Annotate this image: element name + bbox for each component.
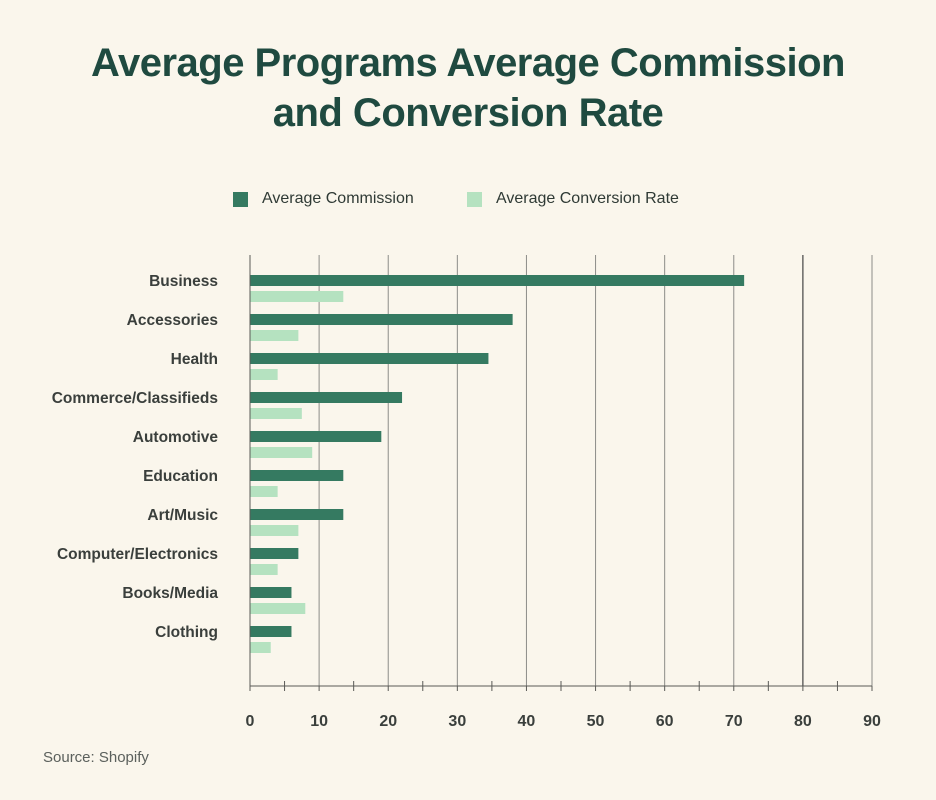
bar-commission-6 [250,509,344,520]
category-label-5: Education [143,468,218,485]
source-note: Source: Shopify [43,749,149,766]
bar-conversion-3 [250,408,302,419]
category-label-2: Health [171,351,218,368]
category-label-6: Art/Music [147,507,218,524]
x-tick-label-10: 10 [310,713,328,730]
x-tick-label-20: 20 [379,713,397,730]
legend-swatch-commission [233,191,248,207]
legend-label-conversion: Average Conversion Rate [496,190,679,207]
x-tick-label-70: 70 [725,713,743,730]
category-label-1: Accessories [127,312,218,329]
legend-swatch-conversion [467,191,482,207]
category-label-4: Automotive [133,429,219,446]
bar-commission-9 [250,626,292,637]
x-tick-label-30: 30 [448,713,466,730]
bar-commission-2 [250,353,489,364]
legend-item-commission: Average Commission [233,190,414,208]
bar-commission-0 [250,275,745,286]
x-tick-label-90: 90 [863,713,881,730]
bar-commission-5 [250,470,344,481]
x-tick-label-80: 80 [794,713,812,730]
x-tick-label-60: 60 [656,713,674,730]
x-tick-label-50: 50 [587,713,605,730]
bar-conversion-5 [250,486,278,497]
chart-legend: Average Commission Average Conversion Ra… [0,190,936,212]
category-label-8: Books/Media [122,585,218,602]
category-label-0: Business [149,273,218,290]
category-label-9: Clothing [155,624,218,641]
x-tick-label-40: 40 [518,713,536,730]
legend-label-commission: Average Commission [262,190,414,207]
bar-conversion-8 [250,603,306,614]
bar-conversion-0 [250,291,344,302]
legend-item-conversion: Average Conversion Rate [467,190,679,208]
bar-commission-8 [250,587,292,598]
chart-title-line-2: and Conversion Rate [272,91,664,135]
bar-conversion-9 [250,642,271,653]
bar-conversion-2 [250,369,278,380]
bar-commission-7 [250,548,299,559]
bar-commission-4 [250,431,382,442]
bar-commission-1 [250,314,513,325]
bar-conversion-6 [250,525,299,536]
category-label-3: Commerce/Classifieds [52,390,218,407]
bar-commission-3 [250,392,403,403]
chart-title-line-1: Average Programs Average Commission [91,41,845,85]
bar-conversion-7 [250,564,278,575]
category-label-7: Computer/Electronics [57,546,218,563]
bar-conversion-4 [250,447,313,458]
chart-title: Average Programs Average Commission and … [0,38,936,138]
x-tick-label-0: 0 [246,713,255,730]
bar-conversion-1 [250,330,299,341]
